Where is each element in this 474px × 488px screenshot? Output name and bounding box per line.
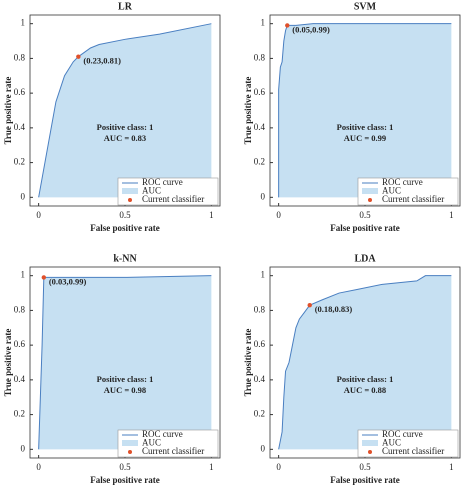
legend-label: Current classifier xyxy=(382,446,444,456)
annotation: AUC = 0.98 xyxy=(104,385,146,395)
y-tick-label: 0.6 xyxy=(14,87,26,97)
x-tick-label: 1 xyxy=(209,462,214,472)
y-tick-label: 0.4 xyxy=(14,122,26,132)
y-tick-label: 1 xyxy=(261,270,266,280)
x-axis-label: False positive rate xyxy=(90,223,159,233)
y-axis-label: True positive rate xyxy=(3,77,13,145)
x-tick-label: 1 xyxy=(449,210,454,220)
y-tick-label: 0.4 xyxy=(254,374,266,384)
y-tick-label: 0.8 xyxy=(14,304,26,314)
y-axis-label: True positive rate xyxy=(243,77,253,145)
annotation: Positive class: 1 xyxy=(337,374,394,384)
chart-title: LR xyxy=(118,1,133,12)
x-tick-label: 1 xyxy=(209,210,214,220)
y-tick-label: 0.6 xyxy=(254,87,266,97)
y-tick-label: 0 xyxy=(261,191,266,201)
annotation: AUC = 0.83 xyxy=(104,133,146,143)
annotation: AUC = 0.88 xyxy=(344,385,386,395)
current-classifier xyxy=(76,54,81,59)
legend-swatch xyxy=(128,450,132,454)
legend-label: AUC xyxy=(382,186,401,196)
x-tick-label: 0 xyxy=(36,210,41,220)
chart-title: LDA xyxy=(354,253,376,264)
y-tick-label: 0.2 xyxy=(254,409,265,419)
chart-title: SVM xyxy=(354,1,377,12)
point-label: (0.23,0.81) xyxy=(83,56,121,66)
y-tick-label: 1 xyxy=(21,270,26,280)
auc-area xyxy=(38,23,212,198)
x-axis-label: False positive rate xyxy=(330,223,399,233)
y-tick-label: 0 xyxy=(21,443,26,453)
x-tick-label: 0 xyxy=(276,210,281,220)
y-tick-label: 1 xyxy=(21,18,26,28)
y-axis-label: True positive rate xyxy=(243,329,253,397)
y-tick-label: 0.4 xyxy=(254,122,266,132)
legend-swatch xyxy=(122,188,138,194)
y-tick-label: 0 xyxy=(21,191,26,201)
y-tick-label: 0 xyxy=(261,443,266,453)
x-tick-label: 0.5 xyxy=(119,462,131,472)
auc-area xyxy=(278,275,452,450)
y-tick-label: 0.6 xyxy=(254,339,266,349)
auc-area xyxy=(278,23,452,198)
y-tick-label: 0.6 xyxy=(14,339,26,349)
legend-swatch xyxy=(362,440,378,446)
y-tick-label: 0.8 xyxy=(14,52,26,62)
annotation: AUC = 0.99 xyxy=(344,133,386,143)
y-tick-label: 0.8 xyxy=(254,304,266,314)
annotation: Positive class: 1 xyxy=(97,122,154,132)
legend-swatch xyxy=(128,198,132,202)
point-label: (0.05,0.99) xyxy=(292,24,330,34)
legend-label: ROC curve xyxy=(142,429,183,439)
legend-swatch xyxy=(122,440,138,446)
legend-swatch xyxy=(368,450,372,454)
legend-label: Current classifier xyxy=(142,194,204,204)
y-axis-label: True positive rate xyxy=(3,329,13,397)
x-axis-label: False positive rate xyxy=(90,475,159,485)
y-tick-label: 0.4 xyxy=(14,374,26,384)
legend-label: ROC curve xyxy=(142,177,183,187)
legend-label: ROC curve xyxy=(382,177,423,187)
x-tick-label: 0.5 xyxy=(359,462,371,472)
current-classifier xyxy=(41,275,47,280)
legend-swatch xyxy=(362,188,378,194)
x-tick-label: 0 xyxy=(276,462,281,472)
y-tick-label: 1 xyxy=(261,18,266,28)
chart-title: k-NN xyxy=(113,253,137,264)
legend-label: AUC xyxy=(382,438,401,448)
roc-curve xyxy=(278,23,452,198)
x-tick-label: 0.5 xyxy=(359,210,371,220)
legend-label: Current classifier xyxy=(382,194,444,204)
y-tick-label: 0.8 xyxy=(254,52,266,62)
x-tick-label: 1 xyxy=(449,462,454,472)
legend-label: ROC curve xyxy=(382,429,423,439)
x-axis-label: False positive rate xyxy=(330,475,399,485)
x-tick-label: 0 xyxy=(36,462,41,472)
y-tick-label: 0.2 xyxy=(254,157,265,167)
legend-label: Current classifier xyxy=(142,446,204,456)
legend-swatch xyxy=(368,198,372,202)
y-tick-label: 0.2 xyxy=(14,157,25,167)
current-classifier xyxy=(307,303,312,308)
annotation: Positive class: 1 xyxy=(97,374,154,384)
auc-area xyxy=(38,275,212,450)
current-classifier xyxy=(285,23,290,28)
annotation: Positive class: 1 xyxy=(337,122,394,132)
x-tick-label: 0.5 xyxy=(119,210,131,220)
legend-label: AUC xyxy=(142,186,161,196)
roc-curve xyxy=(38,23,212,198)
point-label: (0.18,0.83) xyxy=(315,304,353,314)
legend-label: AUC xyxy=(142,438,161,448)
y-tick-label: 0.2 xyxy=(14,409,25,419)
roc-curve xyxy=(278,275,452,450)
point-label: (0.03,0.99) xyxy=(49,276,87,286)
